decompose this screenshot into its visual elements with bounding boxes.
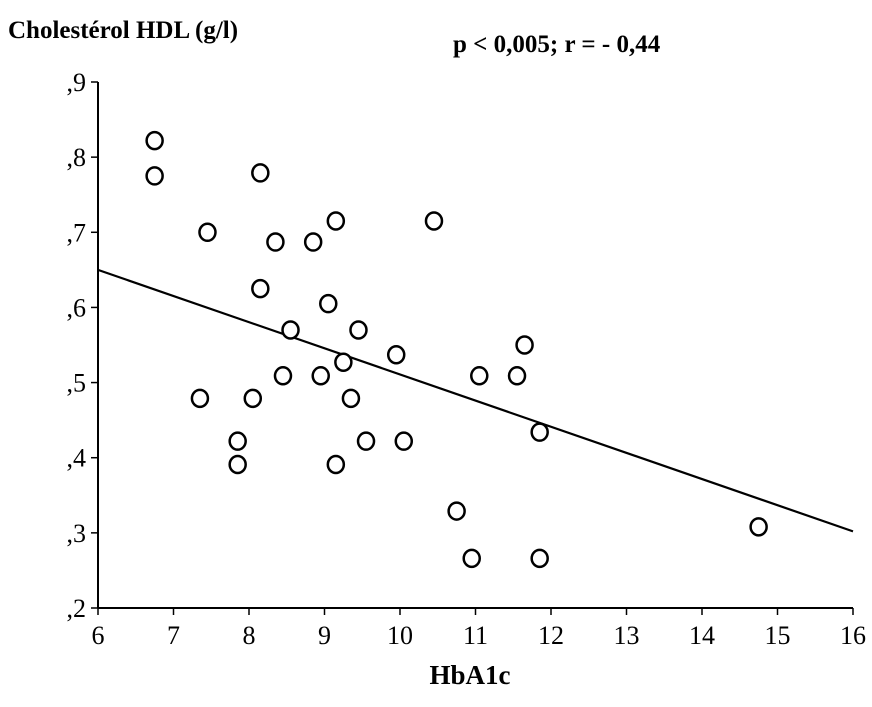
data-point [228,431,247,451]
correlation-annotation: p < 0,005; r = - 0,44 [453,31,661,58]
data-point [311,366,330,386]
data-point [356,431,376,451]
data-point [515,335,534,355]
data-point [341,388,361,409]
regression-line-layer [97,268,854,533]
y-tick-label: ,3 [67,519,87,548]
x-tick-label: 15 [765,621,791,650]
x-axis-label: HbA1c [430,660,511,690]
data-point [334,352,353,373]
data-point [447,501,466,521]
x-tick-label: 6 [92,621,105,650]
regression-line [97,268,854,533]
data-point [266,232,285,252]
data-point [326,454,346,475]
data-point [326,211,346,231]
data-point [349,320,368,340]
data-point [145,166,164,186]
x-tick-label: 14 [689,621,715,650]
y-tick-label: ,6 [67,293,87,322]
x-tick-label: 8 [243,621,256,650]
data-point [303,232,323,252]
data-point [273,366,293,386]
data-point [394,431,414,451]
x-tick-label: 11 [463,621,488,650]
y-tick-label: ,2 [67,594,87,623]
y-tick-label: ,8 [67,143,87,172]
data-point [145,130,164,151]
y-tick-label: ,7 [67,218,87,247]
axes: ,2 ,3 ,4 ,5 ,6 ,7 ,8 ,9 6 7 8 9 10 11 12 13 14 15 16 [67,68,867,650]
data-point [198,222,217,243]
x-tick-label: 10 [387,621,413,650]
x-tick-label: 16 [840,621,866,650]
data-point [470,366,489,386]
data-point [386,345,406,365]
y-tick-label: ,9 [67,68,87,97]
y-tick-label: ,4 [67,444,87,473]
data-point [530,548,549,569]
y-axis-label: Cholestérol HDL (g/l) [8,17,238,44]
data-point [530,422,549,442]
x-tick-label: 13 [614,621,640,650]
data-points [145,130,768,569]
data-point [319,293,338,314]
data-point [749,517,768,537]
x-tick-label: 12 [538,621,564,650]
data-point [462,548,481,569]
data-point [251,163,270,183]
data-point [507,366,527,386]
y-tick-label: ,5 [67,369,87,398]
data-point [190,388,210,409]
x-tick-label: 9 [318,621,331,650]
data-point [281,320,300,340]
data-point [228,454,247,475]
data-point [243,388,263,409]
data-point [251,278,270,299]
x-tick-label: 7 [167,621,180,650]
data-point [424,211,444,231]
